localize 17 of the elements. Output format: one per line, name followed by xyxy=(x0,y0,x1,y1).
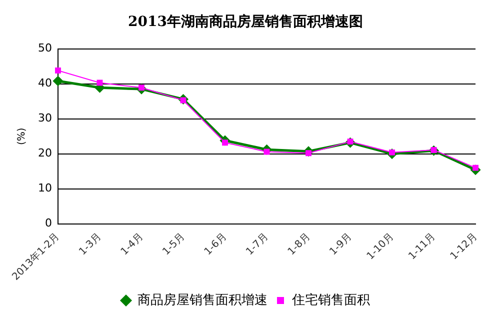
x-tick-label: 1-4月 xyxy=(119,231,146,258)
y-tick-label: 20 xyxy=(38,146,52,160)
y-tick-label: 10 xyxy=(38,182,52,195)
x-tick-label: 1-8月 xyxy=(286,231,312,258)
legend-label: 商品房屋销售面积增速 xyxy=(138,292,268,308)
y-tick-label: 40 xyxy=(38,76,52,90)
y-axis-title: (%) xyxy=(16,128,28,145)
legend-label: 住宅销售面积 xyxy=(291,292,370,308)
x-tick-label: 1-6月 xyxy=(202,231,229,258)
x-tick-label: 1-7月 xyxy=(244,231,271,258)
chart-title: 2013年湖南商品房屋销售面积增速图 xyxy=(128,13,363,30)
x-tick-label: 1-9月 xyxy=(328,231,354,258)
x-tick-label: 1-5月 xyxy=(160,231,188,258)
x-tick-label: 1-3月 xyxy=(77,231,104,258)
y-tick-label: 0 xyxy=(44,216,52,230)
y-tick-label: 30 xyxy=(38,112,52,125)
y-tick-label: 50 xyxy=(38,42,52,55)
